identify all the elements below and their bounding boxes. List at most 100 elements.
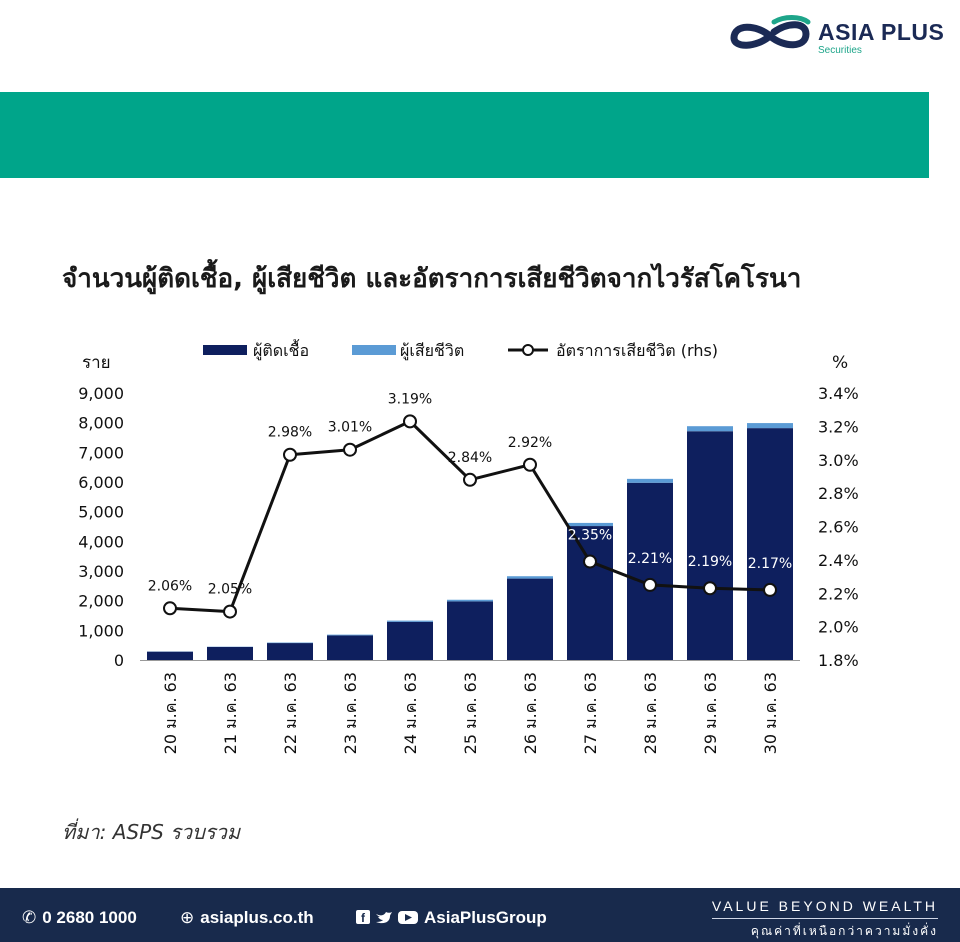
- bar-deaths: [507, 576, 553, 579]
- rate-data-label: 2.19%: [688, 554, 732, 570]
- y2-tick-label: 3.2%: [818, 417, 859, 436]
- x-tick-label: 26 ม.ค. 63: [521, 672, 540, 754]
- x-tick-label: 29 ม.ค. 63: [701, 672, 720, 754]
- y-tick-label: 4,000: [78, 532, 124, 551]
- bar-deaths: [327, 634, 373, 636]
- y2-tick-label: 3.0%: [818, 451, 859, 470]
- header-band: [0, 92, 929, 178]
- footer-website[interactable]: ⊕ asiaplus.co.th: [180, 908, 314, 928]
- bar-deaths: [747, 423, 793, 429]
- x-tick-label: 20 ม.ค. 63: [161, 672, 180, 754]
- social-icons: f: [356, 910, 418, 925]
- rate-point: [223, 604, 237, 619]
- y2-tick-label: 1.8%: [818, 651, 859, 670]
- y-tick-label: 7,000: [78, 443, 124, 462]
- rate-data-label: 3.19%: [388, 391, 432, 407]
- globe-icon: ⊕: [180, 908, 195, 927]
- bar-infected: [447, 601, 493, 660]
- x-tick-label: 23 ม.ค. 63: [341, 672, 360, 754]
- rate-data-label: 3.01%: [328, 420, 372, 436]
- bar-infected: [687, 431, 733, 660]
- y-tick-label: 6,000: [78, 473, 124, 492]
- y2-tick-label: 2.0%: [818, 618, 859, 637]
- social-text: AsiaPlusGroup: [424, 908, 547, 927]
- svg-text:f: f: [361, 911, 366, 925]
- logo-brand: ASIA PLUS: [818, 19, 945, 45]
- x-tick-label: 27 ม.ค. 63: [581, 672, 600, 754]
- bar-deaths: [687, 426, 733, 432]
- rate-point: [763, 582, 777, 597]
- rate-point: [703, 581, 717, 596]
- rate-data-label: 2.84%: [448, 450, 492, 466]
- bar-deaths: [627, 478, 673, 483]
- bar-infected: [327, 635, 373, 660]
- rate-point: [523, 457, 537, 472]
- x-tick-label: 22 ม.ค. 63: [281, 672, 300, 754]
- bar-infected: [387, 621, 433, 660]
- bar-infected: [747, 428, 793, 660]
- rate-point: [163, 601, 177, 616]
- legend-rate-label: อัตราการเสียชีวิต (rhs): [556, 341, 718, 360]
- y-axis-unit: ราย: [82, 353, 111, 373]
- y2-tick-label: 2.4%: [818, 551, 859, 570]
- rate-point: [283, 447, 297, 462]
- bar-deaths: [387, 620, 433, 622]
- y-tick-label: 5,000: [78, 503, 124, 522]
- slogan-en: VALUE BEYOND WEALTH: [711, 898, 938, 914]
- footer-phone[interactable]: ✆ 0 2680 1000: [22, 908, 137, 928]
- bar-deaths: [567, 522, 613, 527]
- y-tick-label: 3,000: [78, 562, 124, 581]
- x-tick-label: 30 ม.ค. 63: [761, 672, 780, 754]
- rate-data-label: 2.21%: [628, 551, 672, 567]
- y-tick-label: 0: [114, 651, 124, 670]
- bar-infected: [567, 526, 613, 660]
- bar-deaths: [447, 599, 493, 602]
- x-tick-label: 21 ม.ค. 63: [221, 672, 240, 754]
- rate-data-label: 2.98%: [268, 425, 312, 441]
- phone-text: 0 2680 1000: [42, 908, 137, 927]
- rate-data-label: 2.35%: [568, 528, 612, 544]
- bar-infected: [267, 643, 313, 660]
- logo-sub: Securities: [818, 45, 862, 56]
- y2-tick-label: 2.6%: [818, 518, 859, 537]
- bar-infected: [507, 578, 553, 660]
- bar-infected: [147, 651, 193, 660]
- rate-point: [343, 442, 357, 457]
- twitter-icon: [376, 912, 392, 924]
- legend-infected-label: ผู้ติดเชื้อ: [253, 339, 309, 361]
- legend-rate-marker: [522, 344, 534, 356]
- y-tick-label: 2,000: [78, 592, 124, 611]
- infinity-logo-icon: [730, 15, 811, 49]
- bar-infected: [207, 646, 253, 660]
- rate-data-label: 2.92%: [508, 435, 552, 451]
- rate-data-label: 2.17%: [748, 556, 792, 572]
- legend-deaths-swatch: [352, 345, 396, 355]
- asia-plus-logo: ASIA PLUS Securities: [726, 14, 946, 58]
- y2-axis-unit: %: [832, 353, 848, 373]
- y-tick-label: 9,000: [78, 384, 124, 403]
- rate-point: [403, 414, 417, 429]
- y-tick-label: 8,000: [78, 414, 124, 433]
- legend-infected-swatch: [203, 345, 247, 355]
- rate-data-label: 2.05%: [208, 582, 252, 598]
- footer-social[interactable]: f AsiaPlusGroup: [356, 908, 547, 928]
- y2-tick-label: 2.8%: [818, 484, 859, 503]
- source-note: ที่มา: ASPS รวบรวม: [62, 820, 241, 844]
- rate-point: [643, 577, 657, 592]
- footer: ✆ 0 2680 1000 ⊕ asiaplus.co.th f AsiaPlusG…: [0, 888, 960, 942]
- chart: ราย % ผู้ติดเชื้อ ผู้เสียชีวิต อัตราการเสียช…: [78, 339, 859, 754]
- bar-deaths: [267, 642, 313, 644]
- x-tick-label: 25 ม.ค. 63: [461, 672, 480, 754]
- x-tick-label: 24 ม.ค. 63: [401, 672, 420, 754]
- y-tick-label: 1,000: [78, 621, 124, 640]
- website-text: asiaplus.co.th: [200, 908, 314, 927]
- phone-icon: ✆: [22, 908, 37, 927]
- slogan-th: คุณค่าที่เหนือกว่าความมั่งคั่ง: [750, 924, 938, 938]
- rate-data-label: 2.06%: [148, 578, 192, 594]
- legend-deaths-label: ผู้เสียชีวิต: [400, 341, 464, 361]
- chart-title: จำนวนผู้ติดเชื้อ, ผู้เสียชีวิต และอัตราก…: [62, 264, 802, 294]
- rate-point: [463, 472, 477, 487]
- rate-point: [583, 554, 597, 569]
- bar-infected: [627, 482, 673, 660]
- slogan: VALUE BEYOND WEALTH คุณค่าที่เหนือกว่าคว…: [711, 898, 938, 941]
